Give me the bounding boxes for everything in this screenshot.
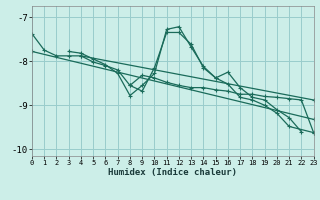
X-axis label: Humidex (Indice chaleur): Humidex (Indice chaleur) — [108, 168, 237, 177]
